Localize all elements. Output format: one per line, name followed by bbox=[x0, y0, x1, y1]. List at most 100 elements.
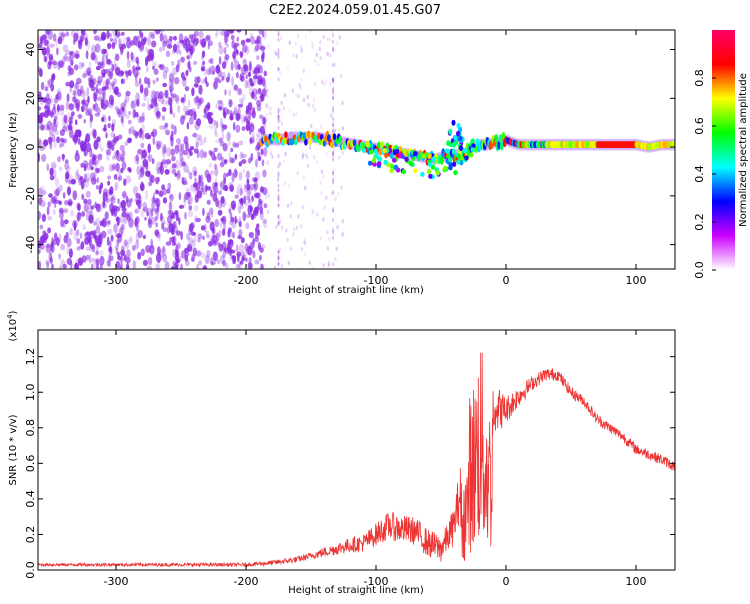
noise-blob bbox=[325, 151, 328, 157]
noise-blob bbox=[153, 97, 158, 106]
noise-streak bbox=[332, 128, 335, 133]
noise-streak bbox=[277, 220, 280, 225]
noise-blob bbox=[239, 188, 243, 196]
noise-blob bbox=[222, 142, 228, 152]
noise-blob bbox=[234, 219, 239, 224]
y-tick-label: 0.8 bbox=[24, 419, 37, 437]
noise-blob bbox=[140, 112, 146, 120]
noise-blob bbox=[165, 50, 171, 58]
noise-blob bbox=[223, 159, 228, 164]
ridge-blob bbox=[371, 158, 377, 164]
noise-blob bbox=[237, 103, 243, 108]
noise-blob bbox=[60, 259, 66, 266]
noise-blob bbox=[245, 74, 248, 80]
noise-blob bbox=[187, 195, 193, 205]
noise-blob bbox=[208, 58, 213, 64]
noise-blob bbox=[311, 210, 315, 215]
ridge-blob bbox=[458, 145, 463, 152]
noise-blob bbox=[38, 154, 41, 163]
noise-blob bbox=[125, 90, 131, 97]
noise-blob bbox=[145, 66, 149, 73]
noise-streak bbox=[332, 230, 335, 235]
x-tick-label: 0 bbox=[503, 575, 510, 588]
noise-blob bbox=[207, 241, 213, 247]
noise-blob bbox=[106, 259, 110, 267]
noise-blob bbox=[146, 78, 151, 85]
noise-blob bbox=[134, 208, 140, 214]
noise-blob bbox=[234, 194, 239, 199]
noise-blob bbox=[222, 260, 227, 267]
noise-blob bbox=[245, 38, 251, 43]
noise-blob bbox=[180, 231, 183, 241]
noise-blob bbox=[254, 206, 258, 212]
noise-blob bbox=[240, 114, 246, 124]
noise-blob bbox=[256, 55, 260, 60]
noise-blob bbox=[286, 237, 289, 243]
noise-blob bbox=[257, 75, 261, 82]
snr-panel: -300 -200 -100 0 100 0.0 0.2 0.4 0.6 0.8 1.0 1.2 He… bbox=[6, 310, 676, 596]
noise-blob bbox=[83, 198, 88, 204]
noise-blob bbox=[120, 78, 124, 84]
noise-blob bbox=[117, 233, 123, 243]
noise-blob bbox=[111, 155, 116, 160]
noise-blob bbox=[237, 88, 243, 96]
noise-blob bbox=[136, 71, 140, 76]
noise-blob bbox=[199, 139, 204, 146]
noise-blob bbox=[143, 36, 147, 43]
noise-blob bbox=[158, 140, 163, 148]
ridge-blob bbox=[393, 164, 399, 170]
noise-blob bbox=[83, 119, 87, 124]
noise-blob bbox=[196, 118, 202, 127]
noise-blob bbox=[200, 252, 206, 259]
noise-blob bbox=[187, 210, 194, 218]
noise-blob bbox=[186, 151, 191, 159]
noise-blob bbox=[148, 215, 153, 225]
noise-blob bbox=[256, 142, 261, 151]
noise-blob bbox=[76, 229, 80, 236]
noise-blob bbox=[136, 60, 140, 67]
noise-blob bbox=[155, 110, 161, 118]
noise-blob bbox=[174, 210, 179, 216]
noise-blob bbox=[41, 47, 47, 56]
noise-blob bbox=[213, 147, 218, 153]
noise-streak bbox=[277, 261, 280, 266]
noise-blob bbox=[96, 80, 102, 86]
noise-blob bbox=[100, 31, 107, 41]
noise-blob bbox=[254, 206, 259, 214]
noise-blob bbox=[117, 170, 122, 176]
noise-blob bbox=[181, 157, 185, 165]
noise-blob bbox=[56, 237, 60, 247]
noise-blob bbox=[337, 128, 341, 133]
noise-blob bbox=[69, 80, 75, 89]
noise-blob bbox=[247, 79, 250, 89]
noise-blob bbox=[200, 187, 204, 193]
noise-blob bbox=[155, 30, 161, 35]
noise-blob bbox=[196, 263, 200, 269]
noise-blob bbox=[275, 51, 278, 57]
ridge-blob bbox=[420, 171, 425, 177]
ridge-blob bbox=[456, 122, 461, 129]
noise-blob bbox=[148, 181, 153, 187]
noise-blob bbox=[193, 170, 197, 177]
noise-blob bbox=[51, 236, 54, 245]
noise-blob bbox=[104, 85, 109, 90]
noise-blob bbox=[94, 165, 97, 170]
noise-blob bbox=[134, 73, 138, 82]
noise-blob bbox=[66, 257, 73, 266]
noise-blob bbox=[130, 100, 135, 110]
noise-blob bbox=[85, 231, 91, 236]
noise-blob bbox=[126, 39, 132, 49]
noise-blob bbox=[162, 227, 168, 233]
noise-blob bbox=[68, 103, 75, 111]
noise-blob bbox=[163, 143, 167, 154]
noise-blob bbox=[171, 94, 175, 102]
noise-blob bbox=[123, 215, 127, 225]
noise-blob bbox=[207, 234, 211, 239]
noise-blob bbox=[230, 34, 235, 41]
ridge-blob bbox=[392, 157, 397, 163]
noise-blob bbox=[263, 70, 267, 77]
noise-blob bbox=[286, 203, 290, 208]
noise-blob bbox=[210, 261, 216, 266]
noise-blob bbox=[174, 144, 179, 155]
